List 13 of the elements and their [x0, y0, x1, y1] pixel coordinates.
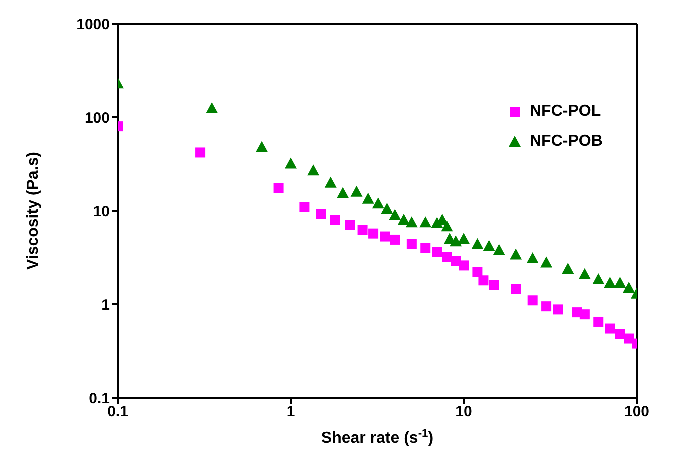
y-tick-label: 1 [102, 296, 110, 314]
y-tick-label: 0.1 [89, 390, 110, 408]
legend-label: NFC-POL [530, 103, 602, 121]
x-axis-title: Shear rate (s$^{-1}$) [321, 428, 434, 447]
y-tick-label: 10 [93, 203, 110, 220]
y-tick-label: 100 [84, 110, 110, 127]
legend-label: NFC-POB [530, 133, 603, 151]
y-axis-title: Viscosity (Pa.s) [25, 152, 42, 270]
x-tick-label: 1 [286, 404, 296, 421]
x-tick-label: 0.1 [108, 404, 128, 421]
y-tick-label: 1000 [76, 16, 110, 34]
x-tick-label: 100 [624, 404, 650, 421]
x-tick-label: 10 [456, 404, 472, 421]
